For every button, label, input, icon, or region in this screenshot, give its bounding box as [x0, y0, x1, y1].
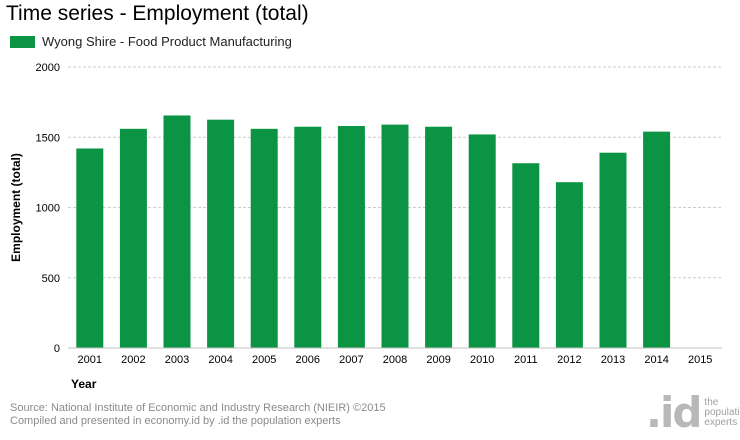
x-tick-label: 2008 [383, 354, 407, 366]
legend-label: Wyong Shire - Food Product Manufacturing [42, 34, 292, 49]
x-tick-label: 2006 [296, 354, 320, 366]
y-tick-label: 2000 [36, 62, 60, 74]
x-tick-labels: 2001 2002 2003 2004 2005 2006 2007 2008 2009 2010… [78, 354, 713, 366]
x-tick-label: 2007 [339, 354, 363, 366]
legend-swatch [10, 35, 35, 48]
compiled-text: Compiled and presented in economy.id by … [10, 415, 341, 427]
y-tick-labels: 0 500 1000 1500 2000 [36, 62, 60, 355]
chart-title: Time series - Employment (total) [6, 2, 309, 25]
source-text: Source: National Institute of Economic a… [10, 402, 386, 414]
brand-tagline-line: population [704, 407, 740, 418]
bar-2008[interactable] [381, 124, 409, 348]
x-tick-label: 2011 [514, 354, 538, 366]
x-tick-label: 2004 [208, 354, 232, 366]
source-note: Source: National Institute of Economic a… [10, 402, 386, 428]
x-tick-label: 2015 [688, 354, 712, 366]
x-tick-label: 2010 [470, 354, 494, 366]
bar-2004[interactable] [207, 119, 235, 348]
bar-2014[interactable] [643, 131, 671, 348]
y-tick-label: 500 [42, 273, 60, 285]
x-tick-label: 2009 [426, 354, 450, 366]
brand-tagline-line: the [704, 397, 719, 408]
brand-tagline: the population experts [704, 398, 740, 428]
bar-2009[interactable] [425, 126, 453, 349]
x-tick-label: 2013 [601, 354, 625, 366]
x-tick-label: 2002 [121, 354, 145, 366]
bar-2001[interactable] [76, 148, 104, 348]
y-tick-label: 0 [54, 343, 60, 355]
bar-2003[interactable] [163, 115, 191, 348]
y-tick-label: 1500 [36, 132, 60, 144]
bar-2013[interactable] [599, 152, 627, 348]
bar-2012[interactable] [555, 182, 583, 348]
y-axis-label: Employment (total) [9, 153, 23, 262]
brand-logo: .id the population experts [646, 392, 740, 434]
bar-2002[interactable] [119, 128, 147, 348]
bar-2010[interactable] [468, 134, 496, 348]
x-tick-label: 2001 [78, 354, 102, 366]
brand-tagline-line: experts [704, 417, 738, 428]
bar-2006[interactable] [294, 126, 322, 349]
legend[interactable]: Wyong Shire - Food Product Manufacturing [10, 34, 292, 49]
x-tick-label: 2003 [165, 354, 189, 366]
bar-2007[interactable] [337, 126, 365, 348]
brand-mark: .id [646, 388, 702, 437]
bar-2011[interactable] [512, 163, 540, 348]
bars [76, 115, 671, 349]
x-tick-label: 2012 [557, 354, 581, 366]
x-axis-label: Year [71, 377, 97, 391]
bar-2005[interactable] [250, 128, 278, 348]
y-tick-label: 1000 [36, 203, 60, 215]
x-tick-label: 2005 [252, 354, 276, 366]
x-tick-label: 2014 [644, 354, 668, 366]
